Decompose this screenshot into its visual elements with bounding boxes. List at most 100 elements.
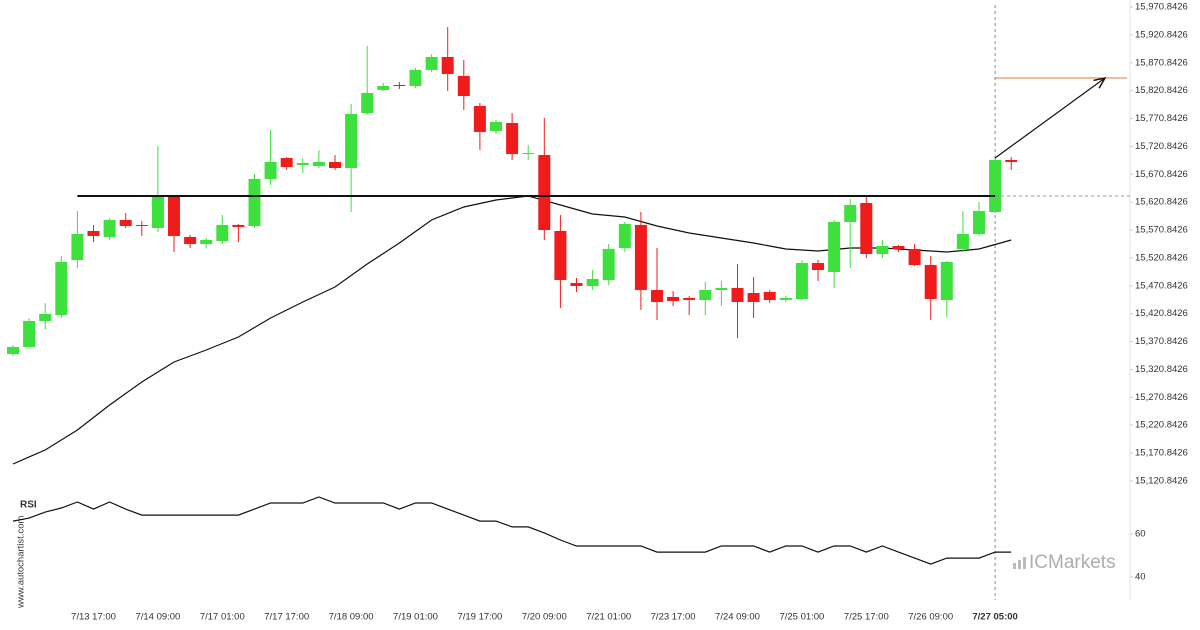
x-tick-label: 7/14 09:00 [135,612,180,623]
candle-body [151,195,164,228]
y-tick-label: 15,320.8426 [1135,364,1188,375]
y-tick-label: 15,920.8426 [1135,29,1188,40]
candle-body [747,293,760,302]
x-tick-label: 7/19 17:00 [457,612,502,623]
x-tick-label: 7/19 01:00 [393,612,438,623]
candle-body [667,296,680,301]
x-tick-label: 7/25 01:00 [779,612,824,623]
y-tick-label: 15,720.8426 [1135,141,1188,152]
candle-body [457,75,470,97]
candle-body [812,263,824,270]
candle-body [731,287,744,302]
candle-body [135,224,148,226]
y-tick-label: 15,970.8426 [1135,2,1188,13]
candle-body [506,123,519,155]
watermark: www.autochartist.com [16,516,27,609]
candle-body [329,161,341,168]
candle-body [103,219,116,237]
candle-body [361,93,374,114]
x-tick-label: 7/24 09:00 [715,612,760,623]
candle-body [860,203,873,254]
x-tick-label: 7/21 01:00 [586,612,631,623]
candle-body [876,246,889,254]
y-tick-label: 15,670.8426 [1135,169,1188,180]
candle-body [296,162,309,165]
candle-body [87,231,100,236]
x-tick-label: 7/18 09:00 [329,612,374,623]
candle-body [924,265,937,299]
candle-body [522,152,535,155]
forecast-arrow [994,78,1105,159]
candle-body [425,56,438,70]
candle-body [538,155,551,231]
candle-body [554,231,567,281]
y-tick-label: 15,770.8426 [1135,113,1188,124]
y-tick-label: 60 [1135,529,1146,540]
candle-body [441,56,454,74]
candle-body [651,289,663,302]
candle-body [393,84,406,86]
candle-body [618,223,631,249]
candle-body [39,313,52,321]
candle-body [409,69,422,86]
y-tick-label: 15,620.8426 [1135,197,1188,208]
y-tick-label: 15,420.8426 [1135,308,1188,319]
rsi-title: RSI [20,500,37,511]
candle-body [940,262,953,300]
candle-body [908,249,921,266]
logo-icon [1013,557,1026,569]
y-tick-label: 15,270.8426 [1135,392,1188,403]
candle-body [602,249,615,281]
candle-body [312,161,325,166]
x-tick-label: 7/23 17:00 [651,612,696,623]
candle-body [55,262,68,315]
candle-body [763,292,776,300]
candle-body [683,297,696,300]
candle-body [23,320,36,347]
y-tick-label: 40 [1135,572,1146,583]
candle-body [699,289,712,300]
candle-body [200,239,213,244]
y-tick-label: 15,120.8426 [1135,475,1188,486]
candle-body [973,210,985,235]
candle-body [586,279,599,286]
y-tick-label: 15,820.8426 [1135,85,1188,96]
y-tick-label: 15,170.8426 [1135,448,1188,459]
candle-body [71,234,84,260]
y-tick-label: 15,370.8426 [1135,336,1188,347]
candle-body [570,282,583,286]
candle-body [232,224,245,227]
x-tick-label: 7/27 05:00 [972,612,1017,623]
moving-average [12,195,1012,465]
x-tick-label: 7/13 17:00 [71,612,116,623]
candle-body [248,178,261,226]
candle-body [168,195,180,236]
x-tick-label: 7/17 01:00 [200,612,245,623]
candle-body [119,219,132,226]
x-tick-label: 7/25 17:00 [844,612,889,623]
candle-body [345,113,358,168]
x-tick-label: 7/17 17:00 [264,612,309,623]
x-tick-label: 7/20 09:00 [522,612,567,623]
candle-body [184,236,197,244]
candle-body [828,221,841,272]
candle-body [280,158,293,167]
candle-body [473,105,486,132]
rsi-line [12,496,1012,565]
candle-body [7,346,19,355]
x-tick-label: 7/26 09:00 [908,612,953,623]
candle-body [377,85,390,90]
candle-body [715,287,728,290]
candle-body [1005,159,1018,162]
candle-body [216,224,229,241]
y-tick-label: 15,570.8426 [1135,225,1188,236]
logo: ICMarkets [1029,552,1116,573]
candle-body [892,246,905,250]
y-tick-label: 15,520.8426 [1135,252,1188,263]
candle-body [264,161,277,179]
candle-body [989,159,1002,212]
candle-body [634,224,647,290]
candle-body [956,234,969,250]
y-tick-label: 15,870.8426 [1135,57,1188,68]
candle-body [795,263,808,299]
